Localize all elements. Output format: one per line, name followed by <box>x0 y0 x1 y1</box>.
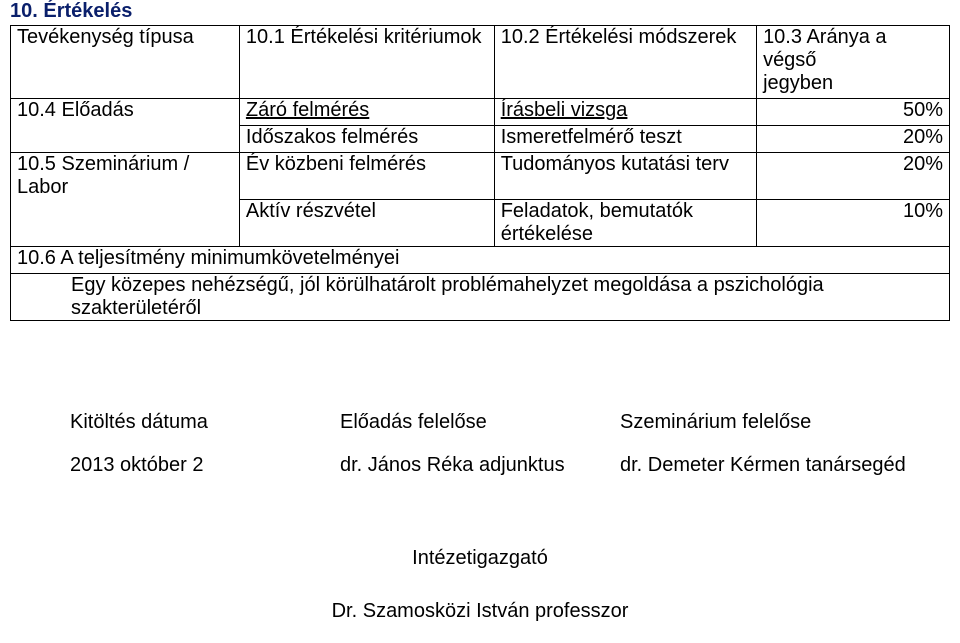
cell-ratio: 10% <box>757 199 950 246</box>
sig-value-date: 2013 október 2 <box>10 454 340 477</box>
col-methods: 10.2 Értékelési módszerek <box>494 26 756 99</box>
sig-header-seminar: Szeminárium felelőse <box>620 411 811 434</box>
col-criteria: 10.1 Értékelési kritériumok <box>239 26 494 99</box>
footer-block: Intézetigazgató Dr. Szamosközi István pr… <box>10 547 950 623</box>
col-ratio-b: jegyben <box>757 72 950 99</box>
minreq-text-row: Egy közepes nehézségű, jól körülhatárolt… <box>11 273 950 320</box>
cell-method: Írásbeli vizsga <box>494 99 756 126</box>
evaluation-table: Tevékenység típusa 10.1 Értékelési krité… <box>10 25 950 321</box>
table-row: 10.4 Előadás Záró felmérés Írásbeli vizs… <box>11 99 950 126</box>
cell-ratio: 20% <box>757 153 950 200</box>
minreq-label-row: 10.6 A teljesítmény minimumkövetelményei <box>11 246 950 273</box>
col-ratio-a: 10.3 Aránya a végső <box>757 26 950 73</box>
cell-ratio: 20% <box>757 126 950 153</box>
table-row: Időszakos felmérés Ismeretfelmérő teszt … <box>11 126 950 153</box>
cell-criteria: Aktív részvétel <box>239 199 494 246</box>
sig-value-lecture: dr. János Réka adjunktus <box>340 454 620 477</box>
cell-activity: 10.5 Szeminárium / Labor <box>11 153 240 200</box>
cell-method: Ismeretfelmérő teszt <box>494 126 756 153</box>
page: 10. Értékelés Tevékenység típusa 10.1 Ér… <box>0 0 960 643</box>
cell-criteria: Záró felmérés <box>239 99 494 126</box>
spacer <box>10 321 950 401</box>
cell-criteria-text: Záró felmérés <box>246 99 369 121</box>
cell-method-text: Írásbeli vizsga <box>501 99 628 121</box>
minreq-text: Egy közepes nehézségű, jól körülhatárolt… <box>11 273 950 320</box>
cell-activity: 10.4 Előadás <box>11 99 240 126</box>
cell-activity <box>11 126 240 153</box>
footer-name: Dr. Szamosközi István professzor <box>10 600 950 623</box>
cell-ratio: 50% <box>757 99 950 126</box>
cell-criteria: Év közbeni felmérés <box>239 153 494 200</box>
table-header-row: Tevékenység típusa 10.1 Értékelési krité… <box>11 26 950 73</box>
footer-role: Intézetigazgató <box>10 547 950 570</box>
signature-headers: Kitöltés dátuma Előadás felelőse Szeminá… <box>10 411 950 434</box>
minreq-label: 10.6 A teljesítmény minimumkövetelményei <box>11 246 950 273</box>
sig-header-date: Kitöltés dátuma <box>10 411 340 434</box>
sig-value-seminar: dr. Demeter Kérmen tanársegéd <box>620 454 906 477</box>
table-row: Aktív részvétel Feladatok, bemutatók ért… <box>11 199 950 246</box>
col-activity-type: Tevékenység típusa <box>11 26 240 99</box>
cell-method: Tudományos kutatási terv <box>494 153 756 200</box>
table-row: 10.5 Szeminárium / Labor Év közbeni felm… <box>11 153 950 200</box>
cell-criteria: Időszakos felmérés <box>239 126 494 153</box>
signature-values: 2013 október 2 dr. János Réka adjunktus … <box>10 454 950 477</box>
section-title: 10. Értékelés <box>10 0 950 25</box>
cell-method: Feladatok, bemutatók értékelése <box>494 199 756 246</box>
cell-activity <box>11 199 240 246</box>
sig-header-lecture: Előadás felelőse <box>340 411 620 434</box>
